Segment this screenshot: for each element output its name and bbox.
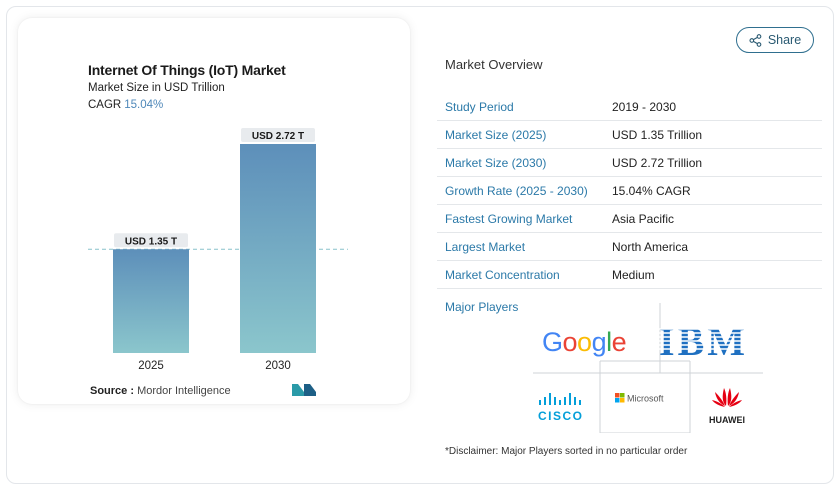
overview-row-label: Market Concentration [445,267,560,282]
share-icon [749,33,762,47]
ibm-logo: IBM [657,319,749,364]
cagr-value: 15.04% [124,99,164,111]
overview-row-value: 2019 - 2030 [612,99,677,114]
bar-2025 [113,249,189,353]
source-line: Source : Mordor Intelligence [90,385,231,397]
overview-row: Largest Market North America [437,233,822,261]
market-overview-table: Study Period 2019 - 2030 Market Size (2025… [437,93,822,289]
overview-row: Market Size (2025) USD 1.35 Trillion [437,121,822,149]
major-players-logos: Google IBM CISCO [533,303,763,433]
svg-text:Google: Google [542,327,626,357]
data-label: USD 2.72 T [252,131,304,142]
svg-text:CISCO: CISCO [538,409,584,423]
overview-row-value: Medium [612,267,655,282]
x-tick-label: 2025 [138,360,164,372]
overview-row: Market Concentration Medium [437,261,822,289]
overview-row-label: Fastest Growing Market [445,211,573,226]
overview-row-value: Asia Pacific [612,211,675,226]
overview-row-label: Growth Rate (2025 - 2030) [445,183,588,198]
mordor-logo-icon [292,384,316,396]
data-label-bg [114,233,188,248]
overview-row-label: Market Size (2025) [445,127,547,142]
data-label-bg [241,128,315,142]
overview-title: Market Overview [445,57,543,72]
huawei-logo: HUAWEI [709,388,745,425]
chart-subtitle: Market Size in USD Trillion [88,82,225,94]
major-players-label: Major Players [445,300,519,314]
overview-row: Growth Rate (2025 - 2030) 15.04% CAGR [437,177,822,205]
source-label: Source : [90,385,135,397]
microsoft-logo: Microsoft [615,393,664,404]
overview-row-value: North America [612,239,689,254]
source-name: Mordor Intelligence [137,385,231,397]
overview-row-value: USD 1.35 Trillion [612,127,703,142]
chart-title: Internet Of Things (IoT) Market [88,62,286,78]
overview-row-label: Market Size (2030) [445,155,547,170]
overview-row: Market Size (2030) USD 2.72 Trillion [437,149,822,177]
bar-chart: USD 1.35 T 2025 USD 2.72 T 2030 [88,128,348,372]
cisco-logo: CISCO [538,393,584,423]
svg-text:Microsoft: Microsoft [627,394,664,404]
cagr-label: CAGR [88,99,122,111]
overview-row: Study Period 2019 - 2030 [437,93,822,121]
overview-row-value: USD 2.72 Trillion [612,155,703,170]
overview-row-label: Largest Market [445,239,526,254]
svg-text:HUAWEI: HUAWEI [709,415,745,425]
disclaimer: *Disclaimer: Major Players sorted in no … [445,446,688,457]
x-tick-label: 2030 [265,360,291,372]
data-label: USD 1.35 T [125,236,177,247]
google-logo: Google [542,327,627,357]
share-label: Share [767,33,802,47]
overview-row-value: 15.04% CAGR [612,183,691,198]
share-button[interactable]: Share [736,27,814,53]
chart-card: Internet Of Things (IoT) Market Market S… [18,18,410,404]
chart-cagr: CAGR 15.04% [88,99,163,111]
overview-row: Fastest Growing Market Asia Pacific [437,205,822,233]
bar-2030 [240,144,316,353]
overview-row-label: Study Period [445,99,514,114]
